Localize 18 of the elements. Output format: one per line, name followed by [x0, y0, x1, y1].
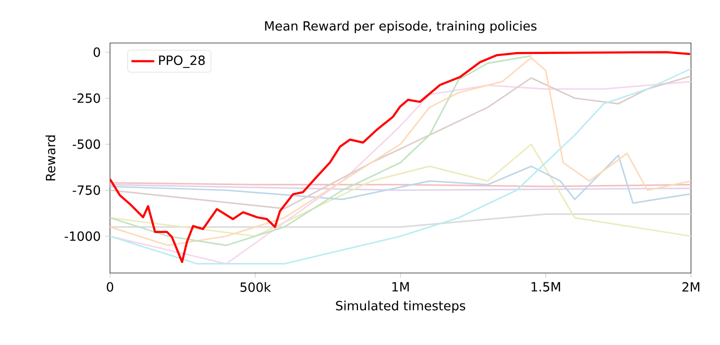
line-series — [110, 143, 691, 237]
line-series — [110, 154, 691, 204]
y-tick-label: -250 — [72, 93, 100, 103]
line-series — [110, 55, 532, 246]
line-series — [110, 75, 691, 210]
x-tick-label: 500k — [240, 282, 271, 292]
x-tick-label: 0 — [106, 282, 114, 292]
legend-label: PPO_28 — [159, 55, 205, 68]
chart-title: Mean Reward per episode, training policies — [265, 20, 536, 34]
x-tick-label: 1M — [392, 282, 409, 292]
y-tick-label: -1000 — [64, 231, 100, 241]
x-tick-label: 1.5M — [532, 282, 560, 292]
x-tick-label: 2M — [682, 282, 700, 292]
y-tick-label: 0 — [94, 47, 100, 57]
x-axis-title: Simulated timesteps — [336, 300, 466, 313]
y-axis-title: Reward — [46, 136, 56, 180]
y-tick-label: -500 — [72, 139, 100, 149]
y-tick-label: -750 — [72, 185, 100, 195]
